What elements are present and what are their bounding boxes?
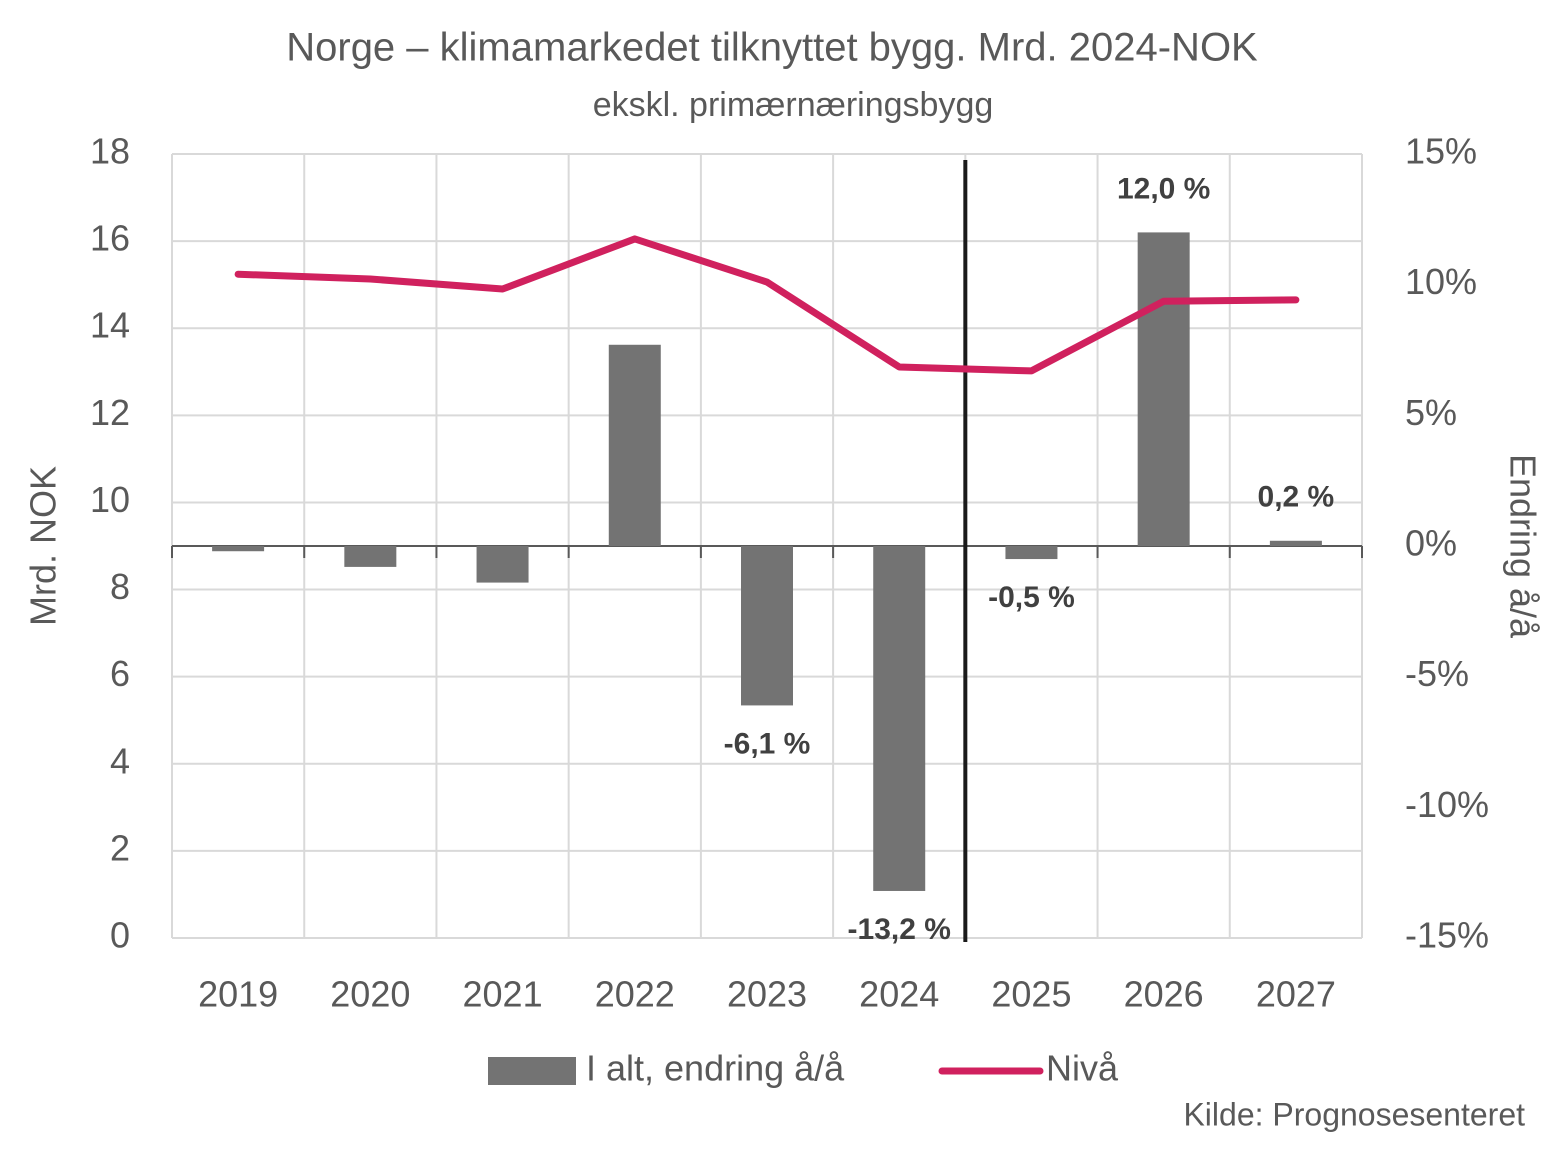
- y2-tick-label: 5%: [1405, 392, 1457, 433]
- y-tick-label: 6: [110, 653, 130, 694]
- bar: [476, 546, 529, 583]
- y-tick-label: 12: [90, 392, 130, 433]
- x-tick-label: 2024: [859, 974, 939, 1015]
- x-tick-label: 2027: [1256, 974, 1336, 1015]
- y2-tick-label: 15%: [1405, 131, 1477, 172]
- x-tick-label: 2020: [330, 974, 410, 1015]
- legend-label: Nivå: [1046, 1048, 1119, 1089]
- y2-tick-label: -15%: [1405, 915, 1489, 956]
- bar: [1137, 232, 1190, 546]
- y2-tick-label: -10%: [1405, 784, 1489, 825]
- value-label: -0,5 %: [988, 581, 1075, 614]
- value-label: -13,2 %: [848, 913, 951, 946]
- x-tick-label: 2022: [595, 974, 675, 1015]
- bar: [608, 344, 661, 546]
- value-label: 0,2 %: [1258, 481, 1335, 514]
- bar: [1005, 546, 1058, 560]
- x-tick-label: 2021: [463, 974, 543, 1015]
- y-tick-label: 14: [90, 305, 130, 346]
- bar: [212, 546, 265, 552]
- x-tick-label: 2023: [727, 974, 807, 1015]
- legend-swatch: [488, 1057, 576, 1085]
- y-tick-label: 4: [110, 740, 130, 781]
- source-note: Kilde: Prognosesenteret: [1183, 1096, 1525, 1132]
- y-axis-label: Mrd. NOK: [23, 466, 64, 626]
- bar: [741, 546, 793, 706]
- legend-label: I alt, endring å/å: [586, 1048, 845, 1089]
- x-tick-label: 2026: [1124, 974, 1204, 1015]
- x-tick-label: 2025: [991, 974, 1071, 1015]
- chart-title: Norge – klimamarkedet tilknyttet bygg. M…: [286, 26, 1258, 70]
- y-tick-label: 8: [110, 566, 130, 607]
- y-tick-label: 2: [110, 827, 130, 868]
- line: [234, 235, 1300, 375]
- y-tick-label: 10: [90, 479, 130, 520]
- y2-tick-label: 10%: [1405, 261, 1477, 302]
- y2-axis-label: Endring å/å: [1502, 454, 1543, 639]
- value-label: -6,1 %: [724, 727, 811, 760]
- bar: [1269, 540, 1322, 546]
- y2-tick-label: 0%: [1405, 523, 1457, 564]
- bar: [873, 546, 926, 891]
- bar: [344, 546, 397, 567]
- y2-tick-label: -5%: [1405, 653, 1469, 694]
- value-label: 12,0 %: [1117, 172, 1210, 205]
- y-tick-label: 16: [90, 218, 130, 259]
- y-tick-label: 18: [90, 131, 130, 172]
- x-tick-label: 2019: [198, 974, 278, 1015]
- chart-subtitle: ekskl. primærnæringsbygg: [593, 86, 994, 124]
- y-tick-label: 0: [110, 915, 130, 956]
